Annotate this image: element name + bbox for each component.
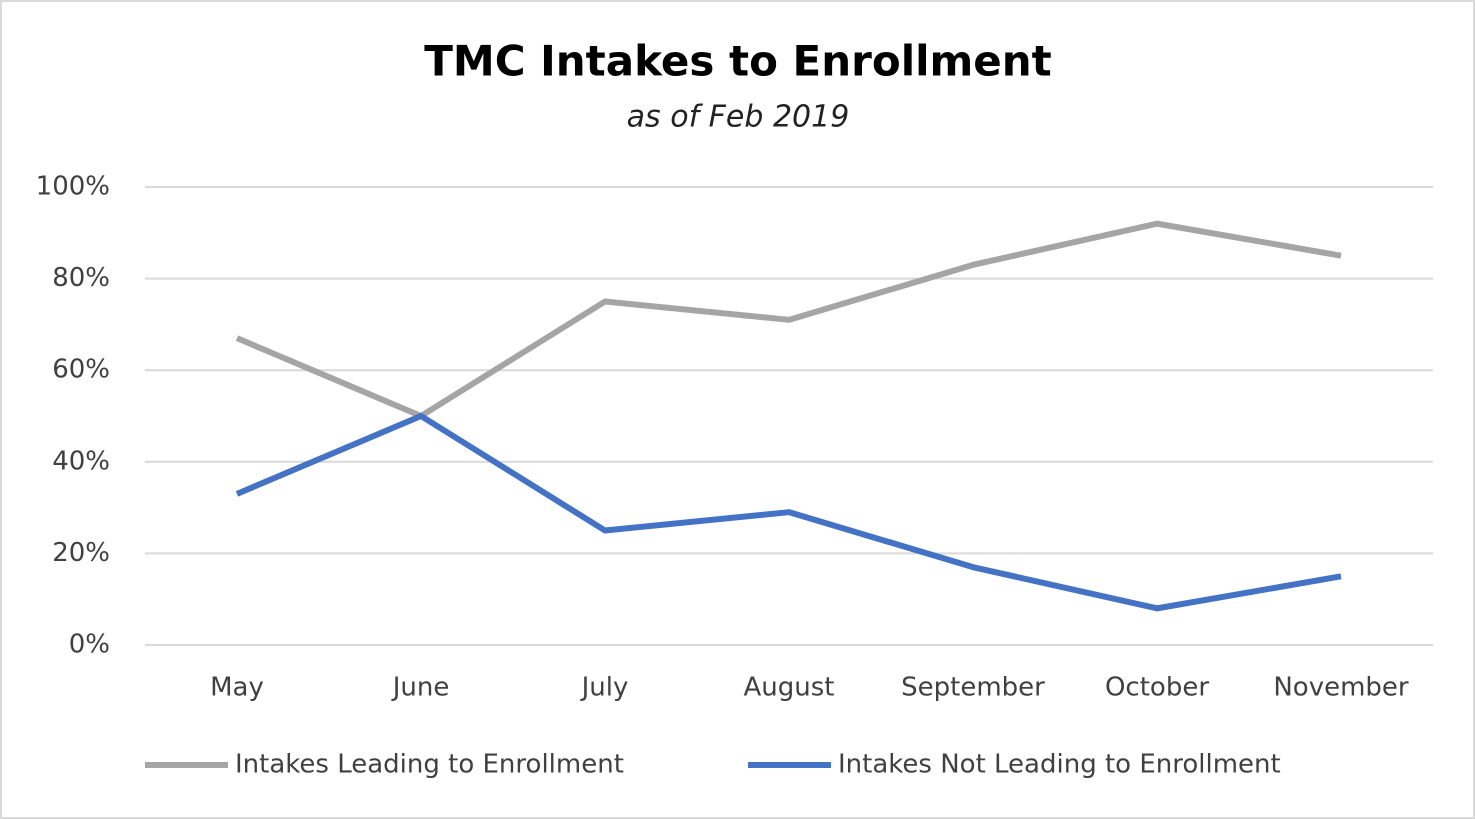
y-tick-label: 0% [69,630,110,660]
x-tick-label: August [744,673,835,703]
chart-subtitle: as of Feb 2019 [627,100,850,135]
x-tick-label: October [1105,673,1209,703]
x-tick-label: November [1273,673,1409,703]
y-tick-label: 100% [36,172,110,202]
x-tick-label: July [580,673,629,703]
legend-label: Intakes Leading to Enrollment [235,750,624,780]
line-series [235,413,1342,612]
y-tick-label: 40% [52,446,110,476]
x-tick-label: May [210,673,264,703]
x-tick-label: September [901,673,1045,703]
y-tick-label: 60% [52,355,110,385]
y-tick-label: 80% [52,263,110,293]
legend-label: Intakes Not Leading to Enrollment [838,750,1281,780]
x-tick-label: June [391,673,450,703]
y-tick-label: 20% [52,538,110,568]
chart-title: TMC Intakes to Enrollment [424,37,1051,86]
